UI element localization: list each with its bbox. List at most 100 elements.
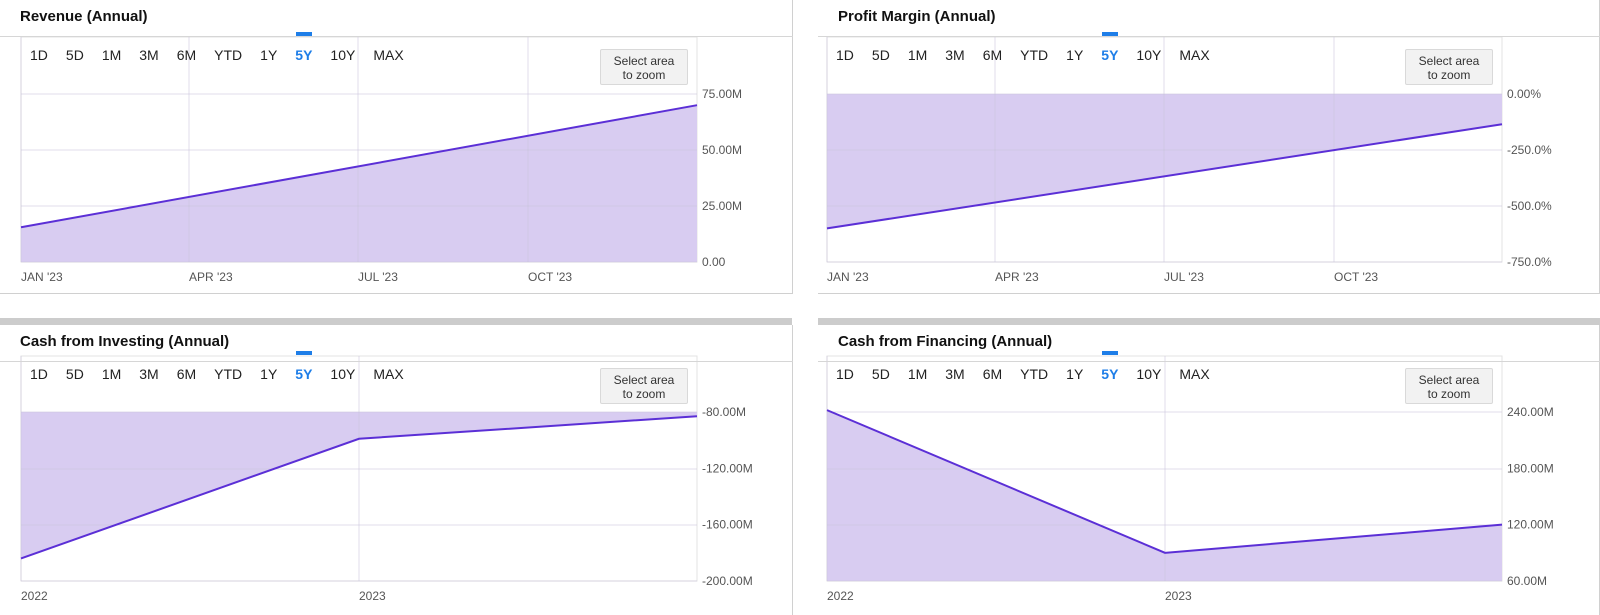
y-tick-label: -160.00M <box>702 518 753 532</box>
select-area-zoom-button[interactable]: Select area to zoom <box>1405 368 1493 404</box>
range-button-3m[interactable]: 3M <box>945 47 965 63</box>
y-tick-label: 25.00M <box>702 199 742 213</box>
range-button-5y[interactable]: 5Y <box>1092 351 1127 384</box>
range-selector: 1D 5D 1M 3M 6M YTD 1Y 5Y 10Y MAX <box>21 351 413 384</box>
select-area-zoom-button[interactable]: Select area to zoom <box>1405 49 1493 85</box>
range-button-ytd[interactable]: YTD <box>1020 47 1049 63</box>
zoom-label-line2: to zoom <box>622 68 666 82</box>
chart-title: Revenue (Annual) <box>20 8 148 25</box>
range-button-10y[interactable]: 10Y <box>330 47 356 63</box>
range-button-6m[interactable]: 6M <box>176 47 197 63</box>
divider <box>818 361 1600 362</box>
select-area-zoom-button[interactable]: Select area to zoom <box>600 368 688 404</box>
y-tick-label: -250.0% <box>1507 143 1552 157</box>
series-line <box>826 409 1503 554</box>
y-tick-label: 50.00M <box>702 143 742 157</box>
y-tick-label: 60.00M <box>1507 574 1547 588</box>
range-button-1m[interactable]: 1M <box>101 47 122 63</box>
zoom-label-line1: Select area <box>1418 54 1480 68</box>
range-button-10y[interactable]: 10Y <box>1136 366 1162 382</box>
range-button-1m[interactable]: 1M <box>907 47 928 63</box>
range-selector: 1D 5D 1M 3M 6M YTD 1Y 5Y 10Y MAX <box>21 32 413 65</box>
range-button-6m[interactable]: 6M <box>176 366 197 382</box>
range-button-6m[interactable]: 6M <box>982 47 1003 63</box>
row-divider <box>818 318 1600 325</box>
range-button-3m[interactable]: 3M <box>139 47 159 63</box>
y-tick-label: -200.00M <box>702 574 753 588</box>
range-button-1y[interactable]: 1Y <box>260 47 278 63</box>
range-button-5d[interactable]: 5D <box>871 47 890 63</box>
range-button-max[interactable]: MAX <box>373 47 404 63</box>
divider <box>0 36 793 37</box>
range-button-max[interactable]: MAX <box>1179 366 1210 382</box>
series-line <box>20 104 698 229</box>
zoom-label-line2: to zoom <box>1427 68 1471 82</box>
range-button-1m[interactable]: 1M <box>907 366 928 382</box>
row-divider <box>0 318 792 325</box>
x-tick-label: 2023 <box>1165 589 1192 603</box>
range-button-ytd[interactable]: YTD <box>1020 366 1049 382</box>
range-button-5d[interactable]: 5D <box>871 366 890 382</box>
divider <box>818 36 1600 37</box>
x-tick-label: OCT '23 <box>1334 270 1378 284</box>
range-button-10y[interactable]: 10Y <box>1136 47 1162 63</box>
zoom-label-line1: Select area <box>613 373 675 387</box>
zoom-label-line2: to zoom <box>622 387 666 401</box>
x-tick-label: 2022 <box>827 589 854 603</box>
range-button-max[interactable]: MAX <box>1179 47 1210 63</box>
series-area <box>827 410 1502 581</box>
zoom-label-line1: Select area <box>613 54 675 68</box>
range-selector: 1D 5D 1M 3M 6M YTD 1Y 5Y 10Y MAX <box>827 351 1219 384</box>
range-button-1d[interactable]: 1D <box>836 366 854 382</box>
chart-title: Profit Margin (Annual) <box>838 8 996 25</box>
x-tick-label: JAN '23 <box>827 270 869 284</box>
zoom-label-line2: to zoom <box>1427 387 1471 401</box>
range-button-5d[interactable]: 5D <box>65 366 84 382</box>
range-button-ytd[interactable]: YTD <box>214 47 243 63</box>
range-button-1d[interactable]: 1D <box>30 366 48 382</box>
range-button-3m[interactable]: 3M <box>945 366 965 382</box>
select-area-zoom-button[interactable]: Select area to zoom <box>600 49 688 85</box>
x-tick-label: APR '23 <box>189 270 233 284</box>
range-button-1d[interactable]: 1D <box>836 47 854 63</box>
range-button-3m[interactable]: 3M <box>139 366 159 382</box>
range-button-5y[interactable]: 5Y <box>286 32 321 65</box>
range-button-ytd[interactable]: YTD <box>214 366 243 382</box>
range-button-1y[interactable]: 1Y <box>1066 366 1084 382</box>
chart-title: Cash from Financing (Annual) <box>838 333 1053 350</box>
y-tick-label: -500.0% <box>1507 199 1552 213</box>
y-tick-label: -80.00M <box>702 405 746 419</box>
y-tick-label: 240.00M <box>1507 405 1554 419</box>
range-button-5y[interactable]: 5Y <box>286 351 321 384</box>
range-button-5y[interactable]: 5Y <box>1092 32 1127 65</box>
zoom-label-line1: Select area <box>1418 373 1480 387</box>
range-button-max[interactable]: MAX <box>373 366 404 382</box>
x-tick-label: JUL '23 <box>358 270 398 284</box>
range-selector: 1D 5D 1M 3M 6M YTD 1Y 5Y 10Y MAX <box>827 32 1219 65</box>
chart-header: Cash from Financing (Annual) <box>818 325 1600 365</box>
y-tick-label: -120.00M <box>702 461 753 475</box>
x-tick-label: OCT '23 <box>528 270 572 284</box>
y-tick-label: 75.00M <box>702 87 742 101</box>
range-button-1d[interactable]: 1D <box>30 47 48 63</box>
x-tick-label: JAN '23 <box>21 270 63 284</box>
x-tick-label: 2023 <box>359 589 386 603</box>
y-tick-label: 120.00M <box>1507 518 1554 532</box>
x-tick-label: 2022 <box>21 589 48 603</box>
chart-header: Revenue (Annual) <box>0 0 793 40</box>
range-button-1m[interactable]: 1M <box>101 366 122 382</box>
range-button-10y[interactable]: 10Y <box>330 366 356 382</box>
range-button-1y[interactable]: 1Y <box>1066 47 1084 63</box>
x-tick-label: JUL '23 <box>1164 270 1204 284</box>
y-tick-label: 0.00% <box>1507 87 1541 101</box>
range-button-1y[interactable]: 1Y <box>260 366 278 382</box>
x-tick-label: APR '23 <box>995 270 1039 284</box>
range-button-5d[interactable]: 5D <box>65 47 84 63</box>
y-tick-label: -750.0% <box>1507 255 1552 269</box>
chart-title: Cash from Investing (Annual) <box>20 333 230 350</box>
chart-header: Profit Margin (Annual) <box>818 0 1600 40</box>
range-button-6m[interactable]: 6M <box>982 366 1003 382</box>
panel-gutter <box>792 0 818 615</box>
chart-header: Cash from Investing (Annual) <box>0 325 793 365</box>
